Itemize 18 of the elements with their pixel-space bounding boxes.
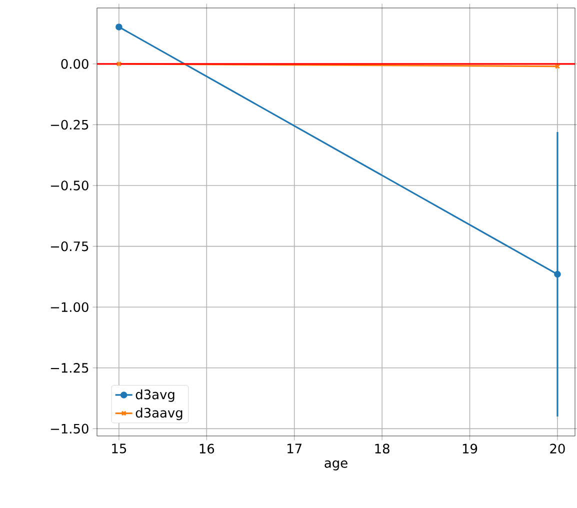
y-tick-label: 0.00 [61, 59, 88, 69]
x-axis-title: age [324, 460, 348, 470]
y-tick-label: −1.25 [50, 363, 88, 373]
y-tick-label: −1.50 [50, 424, 88, 434]
point [554, 270, 561, 278]
x-tick-label: 17 [288, 444, 302, 454]
x-tick-label: 20 [550, 444, 565, 454]
point [116, 24, 122, 30]
x-tick-label: 19 [462, 444, 478, 454]
y-tick-label: −0.25 [50, 120, 88, 130]
legend-label: d3aavg [136, 408, 182, 420]
legend-label: d3avg [136, 389, 174, 402]
y-tick-label: −0.75 [50, 241, 88, 252]
y-tick-label: −1.00 [50, 302, 88, 312]
y-tick-label: −0.50 [50, 180, 88, 190]
x-tick-label: 16 [200, 444, 214, 454]
x-tick-label: 15 [112, 444, 126, 454]
x-tick-label: 18 [375, 444, 390, 454]
